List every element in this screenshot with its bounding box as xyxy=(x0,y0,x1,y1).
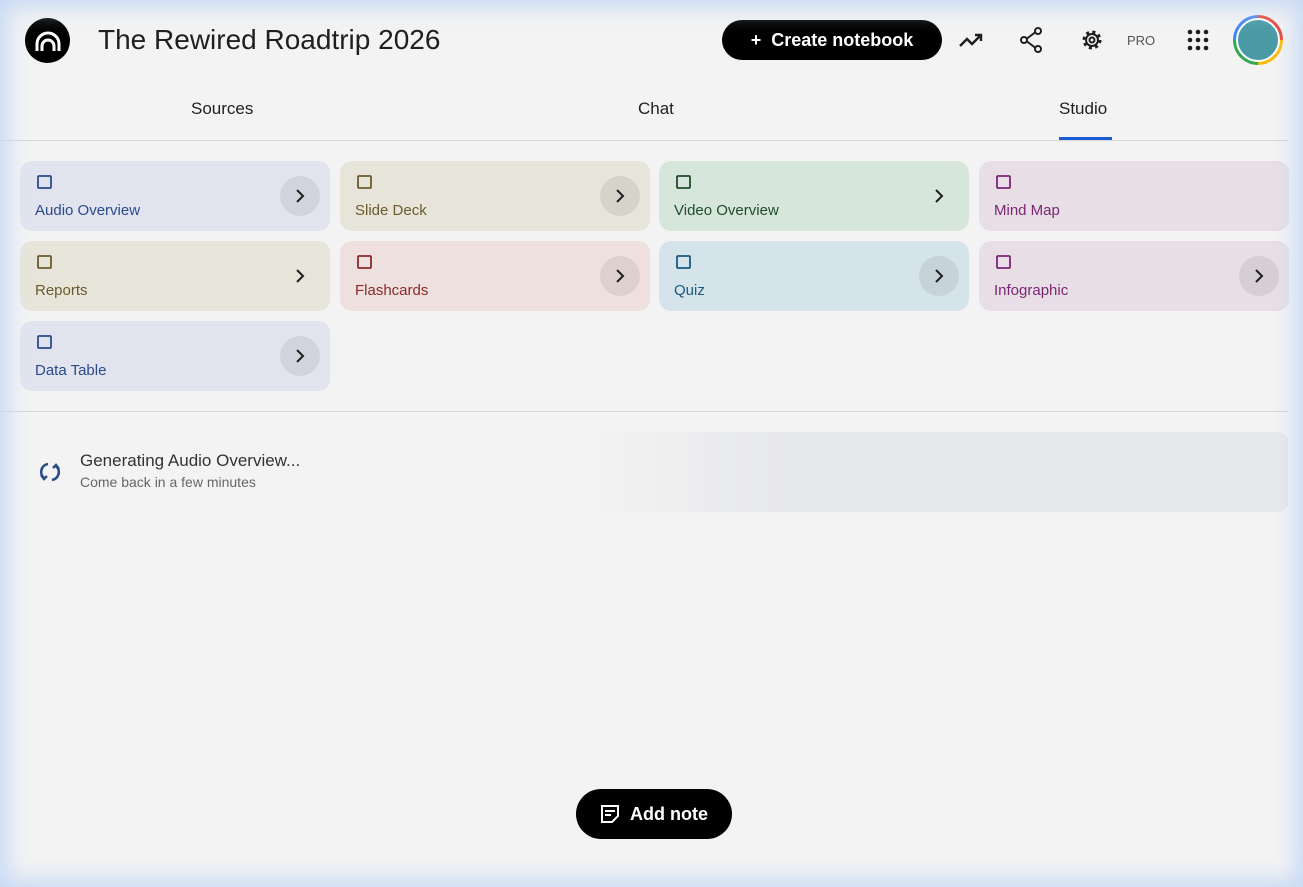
active-tab-indicator xyxy=(1059,137,1112,140)
studio-card-slide-deck[interactable]: Slide Deck xyxy=(340,161,650,231)
chevron-right-icon[interactable] xyxy=(600,176,640,216)
generating-title: Generating Audio Overview... xyxy=(80,451,301,470)
flashcards-icon xyxy=(357,255,372,269)
studio-card-label: Mind Map xyxy=(994,202,1060,219)
analytics-trend-icon[interactable] xyxy=(958,26,986,54)
quiz-icon xyxy=(676,255,691,269)
apps-grid-icon[interactable] xyxy=(1184,26,1212,54)
plus-icon: + xyxy=(750,29,762,50)
studio-card-flashcards[interactable]: Flashcards xyxy=(340,241,650,311)
account-avatar[interactable] xyxy=(1233,15,1283,65)
sync-icon xyxy=(39,462,61,482)
mind-map-icon xyxy=(996,175,1011,189)
chevron-right-icon[interactable] xyxy=(919,256,959,296)
studio-card-video-overview[interactable]: Video Overview xyxy=(659,161,969,231)
pro-badge: PRO xyxy=(1127,33,1156,48)
generating-audio-status: Generating Audio Overview... Come back i… xyxy=(20,432,1288,512)
chevron-right-icon[interactable] xyxy=(280,336,320,376)
chevron-right-icon[interactable] xyxy=(1239,256,1279,296)
audio-sparkle-icon xyxy=(37,175,52,189)
tab-studio[interactable]: Studio xyxy=(1059,99,1108,118)
studio-card-label: Infographic xyxy=(994,282,1069,299)
notebook-title[interactable]: The Rewired Roadtrip 2026 xyxy=(98,24,441,55)
studio-card-label: Data Table xyxy=(35,362,107,379)
chevron-right-icon[interactable] xyxy=(600,256,640,296)
chevron-right-icon[interactable] xyxy=(280,176,320,216)
table-icon xyxy=(37,335,52,349)
tab-divider xyxy=(0,140,1288,141)
note-icon xyxy=(601,805,619,823)
share-icon[interactable] xyxy=(1017,26,1045,54)
studio-card-label: Slide Deck xyxy=(355,202,427,219)
studio-card-audio-overview[interactable]: Audio Overview xyxy=(20,161,330,231)
notebooklm-logo[interactable] xyxy=(25,18,70,63)
studio-card-label: Quiz xyxy=(674,282,705,299)
infographic-icon xyxy=(996,255,1011,269)
slides-icon xyxy=(357,175,372,189)
studio-card-label: Audio Overview xyxy=(35,202,141,219)
studio-card-data-table[interactable]: Data Table xyxy=(20,321,330,391)
studio-card-infographic[interactable]: Infographic xyxy=(979,241,1289,311)
studio-card-label: Video Overview xyxy=(674,202,779,219)
studio-card-mind-map[interactable]: Mind Map xyxy=(979,161,1289,231)
add-note-button[interactable]: Add note xyxy=(576,789,732,839)
chevron-right-icon[interactable] xyxy=(919,176,959,216)
studio-card-label: Reports xyxy=(35,282,88,299)
studio-card-reports[interactable]: Reports xyxy=(20,241,330,311)
settings-gear-icon[interactable] xyxy=(1078,26,1106,54)
chevron-right-icon[interactable] xyxy=(280,256,320,296)
video-icon xyxy=(676,175,691,189)
studio-card-label: Flashcards xyxy=(355,282,429,299)
create-notebook-button[interactable]: + Create notebook xyxy=(722,20,942,60)
studio-card-quiz[interactable]: Quiz xyxy=(659,241,969,311)
generating-subtitle: Come back in a few minutes xyxy=(80,474,256,490)
section-divider xyxy=(0,411,1288,412)
tab-chat[interactable]: Chat xyxy=(638,99,674,118)
tab-sources[interactable]: Sources xyxy=(191,99,254,118)
reports-icon xyxy=(37,255,52,269)
